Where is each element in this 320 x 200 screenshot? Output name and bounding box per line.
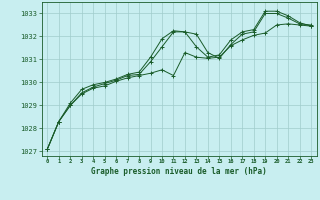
- X-axis label: Graphe pression niveau de la mer (hPa): Graphe pression niveau de la mer (hPa): [91, 167, 267, 176]
